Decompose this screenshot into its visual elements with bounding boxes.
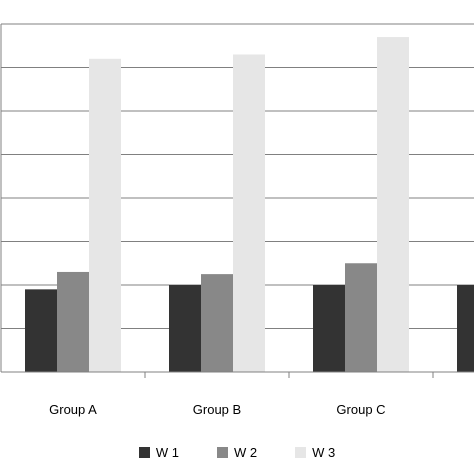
category-label: Group A (49, 402, 97, 417)
legend: W 1 W 2 W 3 (0, 442, 474, 462)
legend-item: W 3 (295, 445, 335, 460)
bar-w3-1 (89, 58, 121, 373)
bar-w2-1 (57, 271, 89, 372)
bars (25, 37, 474, 373)
category-label: Group B (193, 402, 241, 417)
bar-w2-3 (345, 263, 377, 372)
legend-item: W 1 (138, 444, 179, 460)
legend-label: W 3 (312, 444, 336, 460)
legend-swatch (295, 446, 307, 458)
bar-w1-3 (313, 285, 345, 372)
legend-label: W 1 (155, 444, 179, 460)
bar-w1-1 (25, 289, 57, 372)
bar-w3-2 (233, 54, 265, 372)
legend-label: W 2 (233, 444, 258, 460)
bar-w1-2 (169, 285, 201, 372)
bar-w3-3 (377, 37, 409, 373)
bar-w1-4 (457, 285, 474, 372)
category-label: Group C (336, 402, 385, 417)
legend-item: W 2 (216, 444, 258, 460)
legend-swatch (216, 446, 228, 458)
x-axis-ticks (144, 372, 434, 378)
legend-swatch (138, 446, 150, 458)
bar-w2-2 (201, 274, 233, 372)
